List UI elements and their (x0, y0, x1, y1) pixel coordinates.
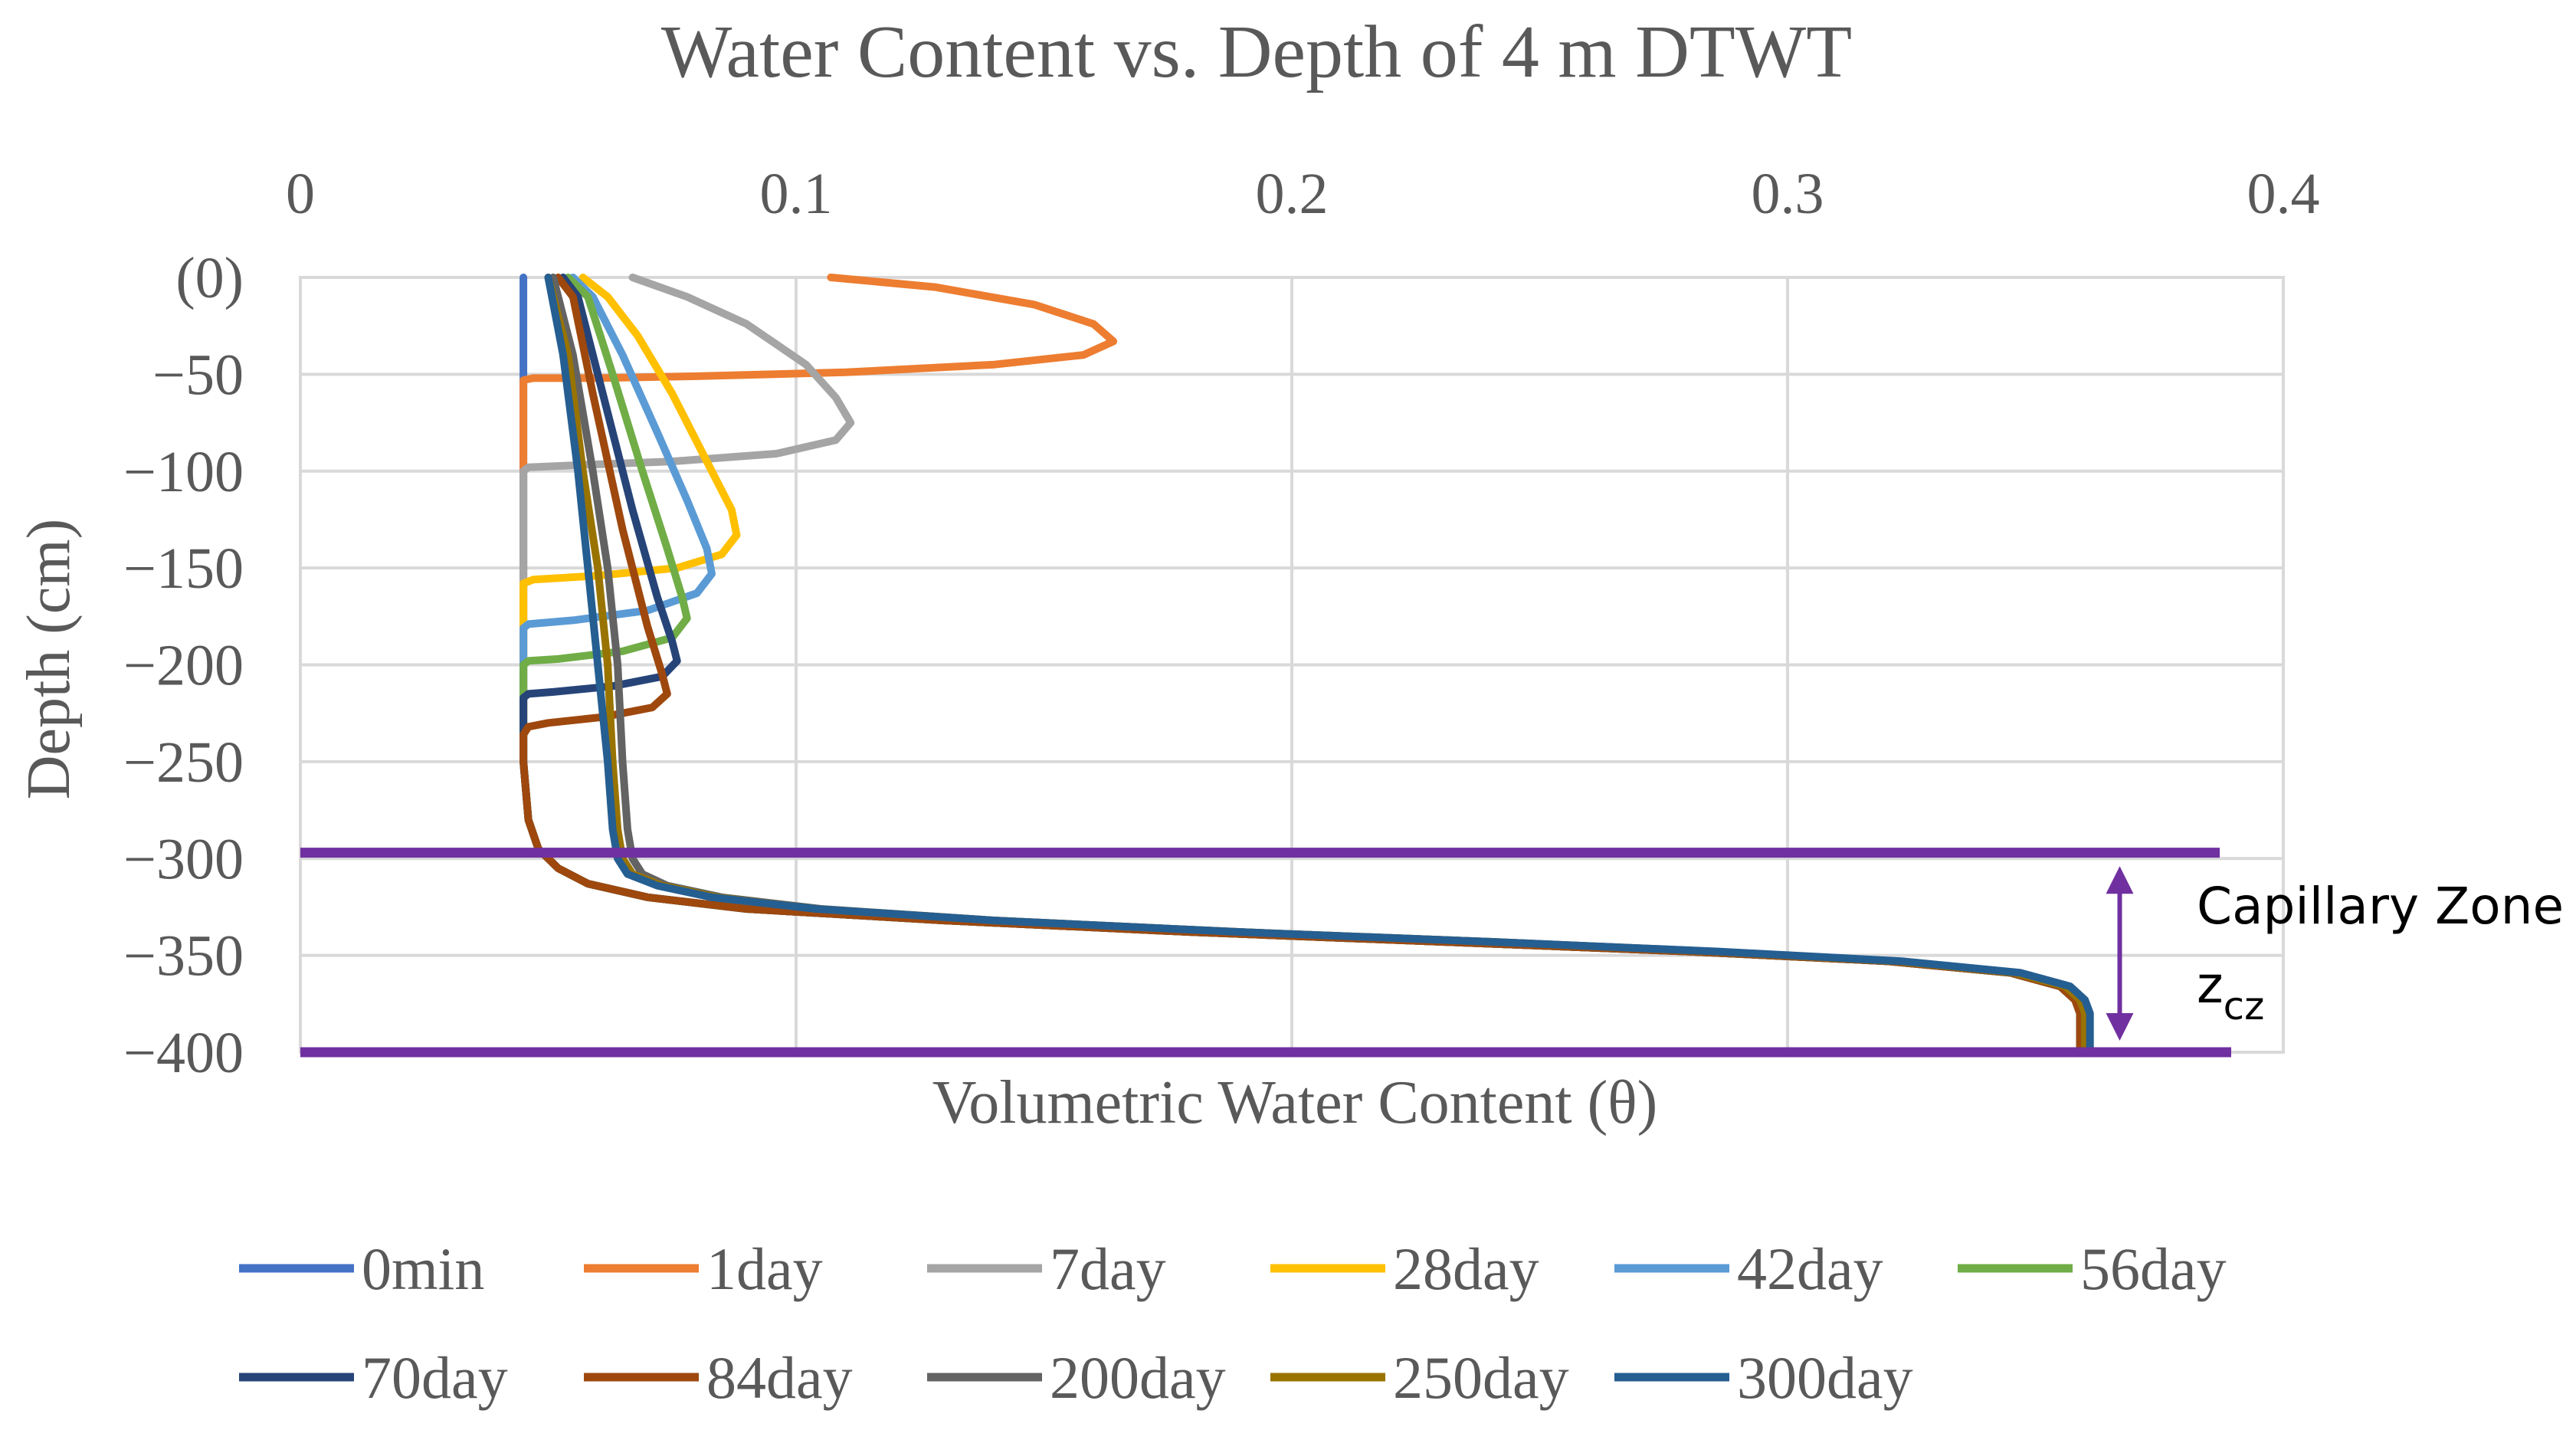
legend-item-7day: 7day (927, 1235, 1166, 1302)
zcz-symbol-subscript: cz (2224, 984, 2265, 1028)
legend-label: 28day (1393, 1235, 1539, 1302)
x-tick-label: 0.4 (2247, 162, 2320, 226)
x-tick-label: 0.2 (1256, 162, 1329, 226)
y-axis-label: Depth (cm) (15, 519, 83, 800)
y-axis-ticks: (0) −50 −100 −150 −200 −250 −300 −350 −400 (123, 246, 244, 1085)
legend-label: 1day (706, 1235, 823, 1302)
legend-label: 7day (1050, 1235, 1166, 1302)
legend-label: 250day (1393, 1344, 1569, 1411)
y-tick-label: −250 (123, 730, 244, 795)
legend-label: 0min (362, 1235, 484, 1302)
y-tick-label: −100 (123, 440, 244, 504)
zcz-symbol-main: z (2197, 956, 2224, 1015)
chart-title: Water Content vs. Depth of 4 m DTWT (661, 11, 1852, 93)
legend-item-56day: 56day (1958, 1235, 2227, 1302)
legend-item-42day: 42day (1614, 1235, 1883, 1302)
legend-label: 56day (2080, 1235, 2227, 1302)
legend-label: 300day (1737, 1344, 1913, 1411)
legend-item-0min: 0min (239, 1235, 484, 1302)
legend-label: 70day (362, 1344, 508, 1411)
legend-item-300day: 300day (1614, 1344, 1913, 1411)
x-tick-label: 0 (286, 162, 315, 226)
x-tick-label: 0.1 (760, 162, 833, 226)
y-tick-label: −400 (123, 1021, 244, 1085)
legend-item-70day: 70day (239, 1344, 508, 1411)
legend-item-200day: 200day (927, 1344, 1226, 1411)
x-axis-label: Volumetric Water Content (θ) (932, 1069, 1657, 1137)
y-tick-label: −350 (123, 924, 244, 989)
legend-label: 42day (1737, 1235, 1883, 1302)
capillary-zone-label: Capillary Zone (2197, 877, 2564, 936)
zcz-symbol: zcz (2197, 956, 2264, 1028)
legend-item-28day: 28day (1270, 1235, 1539, 1302)
x-tick-label: 0.3 (1752, 162, 1824, 226)
legend: 0min 1day 7day 28day 42day 56day 70day 84day 200… (239, 1235, 2227, 1411)
y-tick-label: (0) (175, 246, 244, 310)
legend-label: 84day (706, 1344, 853, 1411)
x-axis-ticks: 0 0.1 0.2 0.3 0.4 (286, 162, 2320, 226)
legend-item-250day: 250day (1270, 1344, 1569, 1411)
legend-item-84day: 84day (584, 1344, 853, 1411)
y-tick-label: −200 (123, 634, 244, 698)
annotations (300, 848, 2231, 1058)
y-tick-label: −50 (152, 343, 244, 407)
series-line-300day (544, 274, 2094, 1056)
y-tick-label: −150 (123, 536, 244, 601)
legend-item-1day: 1day (584, 1235, 823, 1302)
legend-label: 200day (1050, 1344, 1226, 1411)
y-tick-label: −300 (123, 827, 244, 891)
